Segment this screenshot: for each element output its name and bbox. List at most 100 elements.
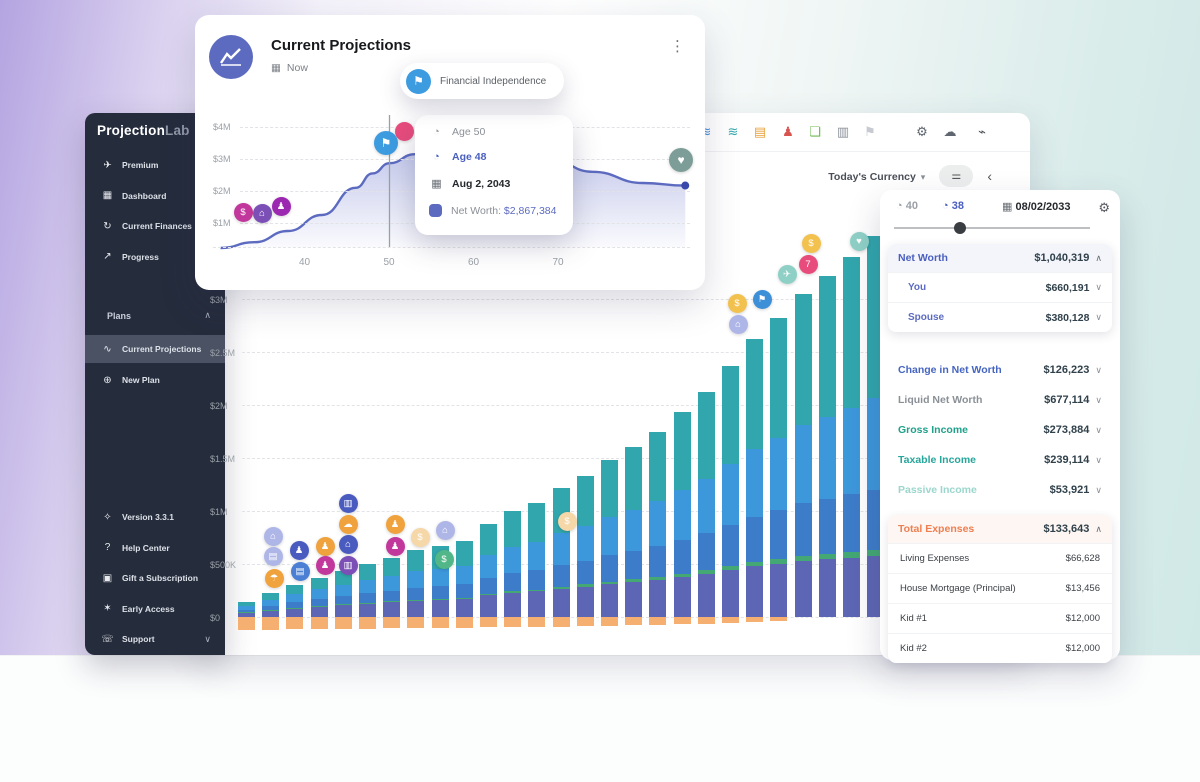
person-icon[interactable]: ♟ — [385, 514, 405, 534]
bar-segment-taxable-accounts — [480, 554, 497, 578]
bar-segment-tax-advantaged — [528, 570, 546, 590]
timeline-slider[interactable] — [894, 222, 1090, 234]
income-icon[interactable]: $ — [233, 202, 253, 222]
income-tool-icon[interactable]: ≋ — [700, 124, 712, 139]
home-icon[interactable]: ⌂ — [263, 526, 283, 546]
sidebar-item-version-3-3-1[interactable]: ✧ Version 3.3.1 — [85, 503, 225, 531]
sliders-icon: ⚌ — [951, 170, 962, 182]
row-house-mortgage-principal-[interactable]: House Mortgage (Principal) $13,456 — [888, 573, 1112, 603]
row-passive-income[interactable]: Passive Income $53,921 ∨ — [898, 484, 1102, 496]
cloud-sync-icon[interactable]: ☁ — [943, 124, 957, 139]
bar-segment-taxable-accounts — [359, 580, 376, 594]
cloud-income-icon[interactable]: ☁ — [338, 514, 358, 534]
bank-tool-icon[interactable]: ▥ — [836, 124, 850, 139]
speed-settings-icon[interactable]: ⚙ — [916, 124, 928, 139]
bar-segment-taxable-accounts — [310, 589, 328, 599]
bar-segment-other-assets — [286, 607, 304, 609]
sidebar-item-premium[interactable]: ✈ Premium — [85, 151, 225, 179]
event-icon[interactable] — [394, 121, 414, 141]
person-icon[interactable]: ♟ — [385, 536, 405, 556]
app-logo[interactable]: ProjectionLab — [97, 123, 190, 138]
sidebar-item-current-finances[interactable]: ↻ Current Finances — [85, 212, 225, 240]
row-kid-1[interactable]: Kid #1 $12,000 — [888, 603, 1112, 633]
sidebar-item-current-projections[interactable]: ∿ Current Projections — [85, 335, 225, 363]
row-taxable-income[interactable]: Taxable Income $239,114 ∨ — [898, 454, 1102, 466]
person-icon[interactable]: ♟ — [315, 536, 335, 556]
income-icon[interactable]: $ — [410, 527, 430, 547]
bar-segment-cash-savings — [770, 318, 788, 439]
currency-dropdown[interactable]: Today's Currency ▾ — [828, 171, 926, 183]
income-icon[interactable]: $ — [801, 233, 821, 253]
bar-segment-other-assets — [649, 576, 667, 580]
slider-handle[interactable] — [954, 222, 966, 234]
sidebar-item-dashboard[interactable]: ▦ Dashboard — [85, 182, 225, 210]
section-header[interactable]: Total Expenses $133,643 ∧ — [888, 515, 1112, 543]
home-icon[interactable]: ⌂ — [338, 534, 358, 554]
row-change-in-net-worth[interactable]: Change in Net Worth $126,223 ∨ — [898, 364, 1102, 376]
support-icon: ☏ — [101, 633, 114, 645]
sidebar-item-progress[interactable]: ↗ Progress — [85, 243, 225, 271]
bar-segment-tax-advantaged — [334, 596, 352, 605]
bar-segment-other-assets — [770, 559, 788, 564]
finances-cycle-icon: ↻ — [103, 220, 112, 232]
row-gross-income[interactable]: Gross Income $273,884 ∨ — [898, 424, 1102, 436]
row-spouse[interactable]: Spouse $380,128 ∨ — [888, 302, 1112, 332]
gear-icon[interactable]: ⚙ — [1098, 200, 1110, 215]
income-icon[interactable]: $ — [727, 293, 747, 313]
help-icon: ? — [104, 542, 111, 553]
health-icon[interactable]: ♥ — [849, 231, 869, 251]
flag-tool-icon[interactable]: ⚑ — [864, 124, 876, 139]
car-icon[interactable]: ▤ — [263, 546, 283, 566]
home-icon[interactable]: ⌂ — [728, 314, 748, 334]
bar-segment-illiquid-assets — [746, 566, 764, 617]
kebab-menu-button[interactable]: ⋮ — [670, 38, 685, 55]
chevron-down-icon: ∨ — [1095, 282, 1102, 292]
fi-flag-icon[interactable]: ⚑ — [752, 289, 772, 309]
sidebar-item-support[interactable]: ☏ Support ∨ — [101, 633, 211, 645]
bank-icon[interactable]: ▥ — [338, 493, 358, 513]
health-icon[interactable]: ♥ — [669, 148, 693, 172]
home-icon[interactable]: ⌂ — [252, 203, 272, 223]
milestone-icon[interactable]: 7 — [798, 254, 818, 274]
home-icon[interactable]: ⌂ — [435, 520, 455, 540]
income-icon[interactable]: $ — [434, 549, 454, 569]
chart-settings-button[interactable]: ⚌ — [939, 165, 974, 187]
chevron-up-icon: ∧ — [1095, 523, 1102, 534]
y-axis-label: $0 — [210, 613, 221, 623]
x-axis-label: 70 — [552, 257, 564, 268]
row-living-expenses[interactable]: Living Expenses $66,628 — [888, 543, 1112, 573]
income-icon[interactable]: $ — [557, 511, 577, 531]
bank-icon[interactable]: ▥ — [338, 555, 358, 575]
panel-section-net-worth: Net Worth $1,040,319 ∧ You $660,191 ∨ Spouse $3… — [888, 244, 1112, 332]
sidebar-item-early-access[interactable]: ✶ Early Access — [85, 595, 225, 623]
bar-segment-illiquid-assets — [770, 563, 788, 617]
collapse-panel-button[interactable]: ‹ — [987, 168, 992, 184]
row-you[interactable]: You $660,191 ∨ — [888, 272, 1112, 302]
vacation-icon[interactable]: ☂ — [264, 568, 284, 588]
disable-effects-icon[interactable]: ⌁ — [978, 124, 986, 139]
person-icon[interactable]: ♟ — [315, 555, 335, 575]
sidebar-item-gift-a-subscription[interactable]: ▣ Gift a Subscription — [85, 564, 225, 592]
fi-badge[interactable]: ⚑ Financial Independence — [400, 63, 565, 99]
sidebar-item-new-plan[interactable]: ⊕ New Plan — [85, 366, 225, 394]
family-icon[interactable]: ♟ — [289, 540, 309, 560]
fi-flag-icon[interactable]: ⚑ — [374, 131, 398, 155]
car-icon[interactable]: ▤ — [290, 561, 310, 581]
rocket-icon: ✈ — [103, 159, 112, 171]
row-kid-2[interactable]: Kid #2 $12,000 — [888, 633, 1112, 663]
bar-segment-taxable-accounts — [262, 599, 280, 606]
plans-collapse-chevron[interactable]: ∧ — [204, 310, 211, 320]
current-projections-card: Current Projections ▦ Now ⋮ ⚑ Financial I… — [195, 15, 705, 290]
bar-segment-tax-advantaged — [262, 605, 280, 611]
section-header[interactable]: Net Worth $1,040,319 ∧ — [888, 244, 1112, 272]
row-liquid-net-worth[interactable]: Liquid Net Worth $677,114 ∨ — [898, 394, 1102, 406]
person-icon[interactable]: ♟ — [271, 196, 291, 216]
milestone-tool-icon[interactable]: ♟ — [782, 124, 794, 139]
card-tool-icon[interactable]: ▤ — [753, 124, 767, 139]
sidebar-item-help-center[interactable]: ? Help Center — [85, 534, 225, 562]
expense-tool-icon[interactable]: ≋ — [727, 124, 739, 139]
travel-icon[interactable]: ✈ — [777, 264, 797, 284]
net-worth-bar-chart[interactable]: $0 $500K $1M $1.5M $2M $2.5M $3M ⌂ ▤ ☂ ♟ ▤ ♟ ♟ ▥ ☁ ⌂ ▥ ♟ ♟ $… — [210, 231, 1028, 656]
bar-segment-taxable-accounts — [697, 478, 715, 534]
chat-tool-icon[interactable]: ❏ — [809, 124, 821, 139]
